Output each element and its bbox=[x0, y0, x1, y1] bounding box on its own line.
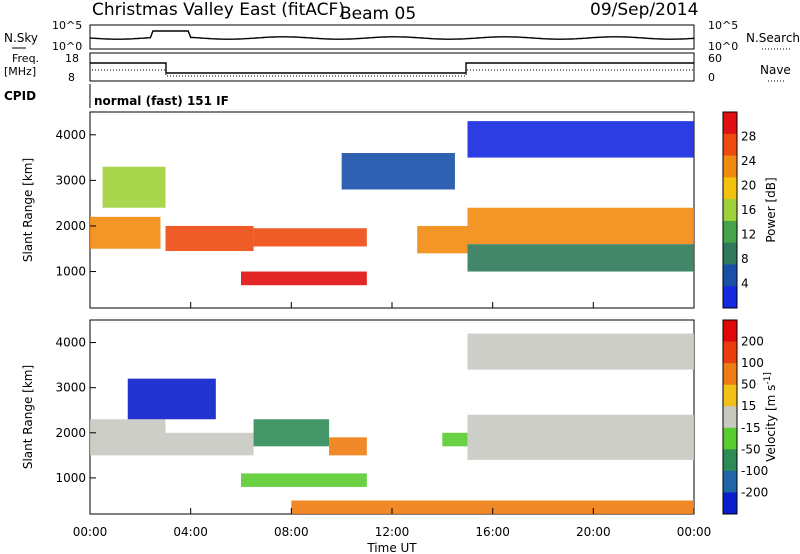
x-tick-label: 00:00 bbox=[73, 525, 108, 539]
power-y-tick-label: 3000 bbox=[55, 173, 86, 187]
velocity-y-tick-label: 4000 bbox=[55, 336, 86, 350]
velocity-colorbar-swatch bbox=[723, 470, 737, 493]
velocity-colorbar-swatch bbox=[723, 406, 737, 429]
x-tick-label: 08:00 bbox=[274, 525, 309, 539]
nave-tick-top: 60 bbox=[708, 52, 722, 65]
noise-tick-left-top: 10^5 bbox=[52, 19, 82, 32]
power-colorbar-swatch bbox=[723, 112, 737, 135]
velocity-echo-region bbox=[329, 437, 367, 456]
x-tick-label: 00:00 bbox=[677, 525, 712, 539]
noise-tick-right-bottom: 10^0 bbox=[708, 40, 738, 53]
velocity-colorbar-tick: -15 bbox=[741, 421, 761, 435]
power-colorbar-swatch bbox=[723, 264, 737, 287]
power-colorbar bbox=[722, 111, 738, 309]
power-colorbar-swatch bbox=[723, 220, 737, 244]
power-colorbar-swatch bbox=[723, 199, 737, 222]
velocity-colorbar-tick: 100 bbox=[741, 356, 764, 370]
nave-trace bbox=[92, 69, 694, 77]
date-label: 09/Sep/2014 bbox=[590, 0, 698, 20]
velocity-colorbar-swatch bbox=[723, 320, 737, 343]
freq-tick-top: 18 bbox=[65, 52, 79, 65]
power-y-axis-label: Slant Range [km] bbox=[21, 158, 35, 262]
velocity-colorbar-label: Velocity [m s-1] bbox=[763, 372, 778, 462]
velocity-colorbar-swatch bbox=[723, 427, 737, 450]
beam-label: Beam 05 bbox=[340, 4, 416, 24]
power-echo-region bbox=[253, 228, 367, 247]
x-tick-label: 20:00 bbox=[576, 525, 611, 539]
velocity-colorbar-tick: 50 bbox=[741, 378, 756, 392]
power-echo-region bbox=[165, 225, 254, 252]
x-tick-label: 16:00 bbox=[475, 525, 510, 539]
noise-tick-right-top: 10^5 bbox=[708, 19, 738, 32]
velocity-colorbar-tick: -50 bbox=[741, 442, 761, 456]
power-colorbar-swatch bbox=[723, 286, 737, 309]
cpid-label: CPID bbox=[4, 89, 36, 103]
power-colorbar-swatch bbox=[723, 133, 737, 157]
velocity-y-axis-label: Slant Range [km] bbox=[21, 365, 35, 469]
power-colorbar-tick: 28 bbox=[741, 130, 756, 144]
freq-tick-bottom: 8 bbox=[68, 71, 75, 84]
velocity-colorbar-tick: -200 bbox=[741, 485, 768, 499]
power-echo-region bbox=[341, 153, 455, 190]
power-echo-region bbox=[467, 121, 694, 158]
velocity-echo-region bbox=[253, 419, 330, 447]
nave-tick-bottom: 0 bbox=[708, 71, 715, 84]
velocity-colorbar-swatch bbox=[723, 492, 737, 515]
power-colorbar-swatch bbox=[723, 155, 737, 178]
velocity-colorbar bbox=[722, 319, 738, 515]
power-colorbar-tick: 12 bbox=[741, 228, 756, 242]
power-colorbar-tick: 8 bbox=[741, 252, 749, 266]
freq-strip-frame bbox=[89, 52, 695, 82]
power-echo-region bbox=[90, 216, 161, 249]
power-colorbar-tick: 4 bbox=[741, 277, 749, 291]
velocity-echo-region bbox=[467, 414, 694, 460]
velocity-echo-region bbox=[241, 473, 367, 487]
power-y-tick-label: 1000 bbox=[55, 265, 86, 279]
power-colorbar-tick: 16 bbox=[741, 203, 756, 217]
power-colorbar-swatch bbox=[723, 242, 737, 265]
velocity-echo-region bbox=[90, 419, 166, 456]
nsearch-label: N.Search bbox=[746, 31, 800, 45]
power-colorbar-label: Power [dB] bbox=[764, 177, 778, 242]
velocity-colorbar-swatch bbox=[723, 449, 737, 472]
freq-unit: [MHz] bbox=[4, 65, 36, 78]
velocity-y-tick-label: 3000 bbox=[55, 381, 86, 395]
velocity-colorbar-swatch bbox=[723, 363, 737, 386]
velocity-echo-region bbox=[467, 333, 694, 370]
power-echo-region bbox=[467, 244, 694, 272]
nsky-trace bbox=[89, 30, 695, 40]
velocity-echo-region bbox=[165, 432, 254, 456]
velocity-colorbar-tick: 15 bbox=[741, 399, 756, 413]
velocity-echo-region bbox=[442, 432, 468, 447]
power-echo-region bbox=[467, 207, 694, 245]
velocity-y-tick-label: 1000 bbox=[55, 471, 86, 485]
cpid-value: normal (fast) 151 IF bbox=[94, 94, 229, 108]
power-y-tick-label: 2000 bbox=[55, 219, 86, 233]
freq-label: Freq. bbox=[12, 52, 39, 65]
velocity-y-tick-label: 2000 bbox=[55, 426, 86, 440]
nsky-label: N.Sky bbox=[4, 31, 38, 45]
noise-strip-frame bbox=[89, 24, 695, 50]
noise-tick-left-bottom: 10^0 bbox=[52, 40, 82, 53]
freq-trace bbox=[90, 62, 694, 74]
velocity-colorbar-tick: -100 bbox=[741, 464, 768, 478]
power-y-tick-label: 4000 bbox=[55, 128, 86, 142]
velocity-colorbar-swatch bbox=[723, 384, 737, 407]
station-title: Christmas Valley East (fitACF) bbox=[92, 0, 345, 20]
nave-label: Nave bbox=[760, 63, 791, 77]
power-echo-region bbox=[241, 271, 367, 286]
power-echo-region bbox=[417, 225, 468, 254]
power-colorbar-tick: 20 bbox=[741, 179, 756, 193]
velocity-echo-region bbox=[127, 378, 216, 420]
power-echo-region bbox=[102, 166, 166, 208]
velocity-colorbar-tick: 200 bbox=[741, 335, 764, 349]
velocity-colorbar-swatch bbox=[723, 341, 737, 364]
x-axis-label: Time UT bbox=[366, 541, 417, 554]
power-colorbar-tick: 24 bbox=[741, 154, 756, 168]
x-tick-label: 12:00 bbox=[375, 525, 410, 539]
power-colorbar-swatch bbox=[723, 177, 737, 200]
x-tick-label: 04:00 bbox=[173, 525, 208, 539]
power-heatmap bbox=[90, 121, 694, 286]
